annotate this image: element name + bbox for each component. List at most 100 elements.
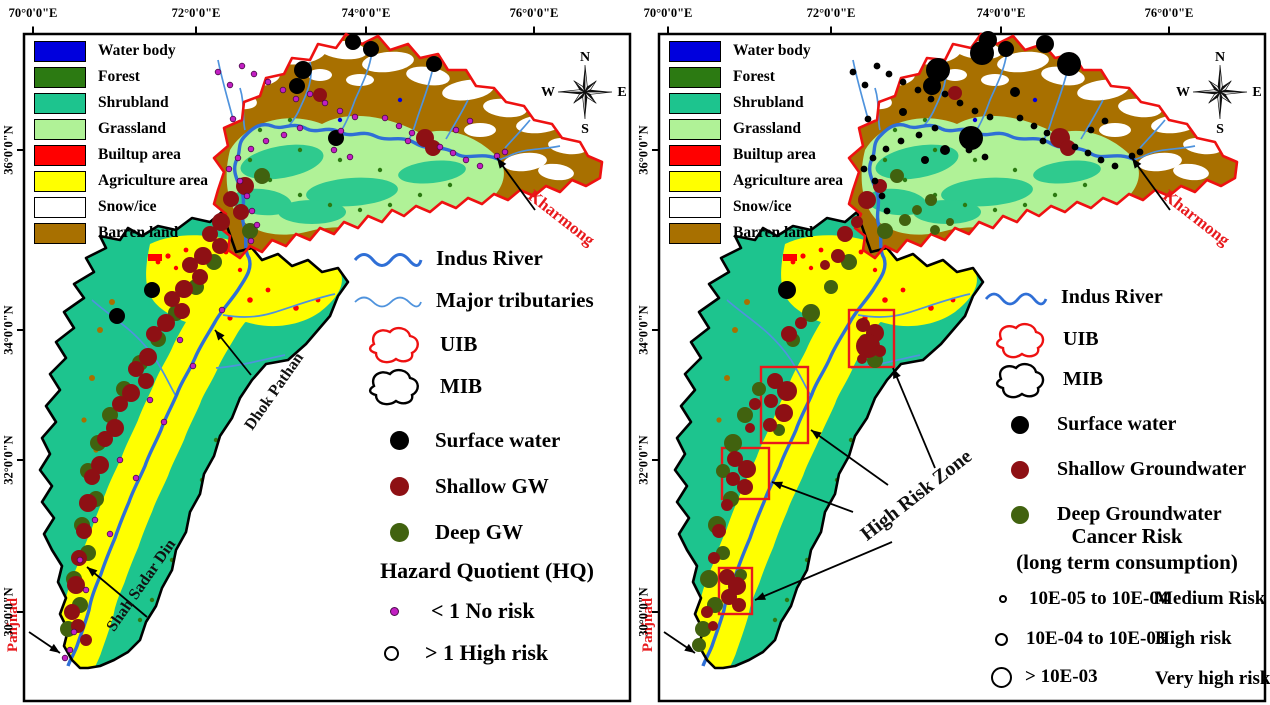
tiny-sample-point — [189, 362, 197, 370]
shallow-sample-point — [721, 499, 733, 511]
tiny-sample-point — [243, 192, 251, 200]
deep-sample-point — [737, 407, 753, 423]
tiny-sample-point — [346, 153, 354, 161]
shallow-sample-point — [182, 257, 198, 273]
legend-item-uib: UIB — [991, 318, 1099, 360]
shallow-sample-point — [146, 326, 162, 342]
shallow-sample-point — [856, 318, 870, 332]
shallow-sample-point — [795, 317, 807, 329]
legend-item-shallow-groundwater: Shallow Groundwater — [1011, 458, 1246, 481]
tiny-sample-point — [321, 99, 329, 107]
tiny-sample-point — [436, 143, 444, 151]
arrowhead — [215, 330, 225, 341]
tiny-sample-point — [250, 70, 258, 78]
landcover-swatch — [34, 92, 86, 114]
latitude-label: 30°0'0"N — [636, 587, 651, 637]
compass-point — [558, 92, 585, 95]
legend-label: Shallow GW — [435, 474, 549, 498]
landcover-label: Shrubland — [98, 94, 169, 111]
shallow-sample-point — [738, 460, 756, 478]
tiny-sample-point — [70, 628, 78, 636]
annotation-arrow — [810, 429, 889, 486]
annotation-arrow — [892, 367, 936, 469]
tiny-sample-point — [279, 86, 287, 94]
tiny-sample-point — [306, 90, 314, 98]
shallow-gw-dot — [1011, 460, 1029, 479]
tiny-sample-point — [1016, 114, 1024, 122]
tiny-sample-point — [931, 124, 939, 132]
legend-item-indus-river: Indus River — [983, 286, 1163, 309]
shallow-sample-point — [128, 361, 144, 377]
uib-outline-icon — [368, 326, 419, 364]
compass-letter-S: S — [581, 122, 589, 137]
shallow-sample-point — [84, 469, 100, 485]
indus-river-icon — [353, 252, 423, 267]
shallow-sample-point — [106, 419, 124, 437]
latitude-label: 36°0'0"N — [1, 125, 16, 175]
surface-sample-point — [345, 34, 361, 50]
annotation-arrow — [496, 157, 536, 211]
landcover-swatch — [669, 222, 721, 244]
tiny-sample-point — [218, 306, 226, 314]
shallow-sample-point — [732, 598, 746, 612]
shallow-sample-point — [97, 431, 113, 447]
surface-sample-point — [926, 58, 950, 82]
landcover-swatch — [34, 196, 86, 218]
longitude-label: 70°0'0"E — [8, 6, 58, 20]
tiny-sample-point — [381, 114, 389, 122]
legend-label: Indus River — [1061, 286, 1163, 308]
tiny-sample-point — [899, 78, 907, 86]
legend-item-surface-water: Surface water — [390, 428, 560, 453]
deep-sample-point — [899, 214, 911, 226]
shallow-sample-point — [874, 345, 886, 357]
tiny-sample-point — [337, 127, 345, 135]
surface-sample-point — [426, 56, 442, 72]
tiny-sample-point — [176, 336, 184, 344]
arrowhead — [87, 567, 98, 577]
tiny-sample-point — [860, 165, 868, 173]
shallow-sample-point — [79, 494, 97, 512]
landcover-legend-row: Grassland — [669, 116, 843, 142]
surface-sample-point — [778, 281, 796, 299]
cancer-risk-name-high: High risk — [1155, 628, 1232, 649]
shallow-sample-point — [831, 249, 845, 263]
tiny-sample-point — [1039, 137, 1047, 145]
legend-label: Surface water — [435, 428, 561, 452]
tiny-sample-point — [883, 207, 891, 215]
tiny-sample-point — [927, 95, 935, 103]
landcover-label: Builtup area — [733, 146, 816, 163]
tiny-sample-point — [501, 148, 509, 156]
latitude-label: 36°0'0"N — [636, 125, 651, 175]
surface-sample-point — [1036, 35, 1054, 53]
shallow-sample-point — [781, 326, 797, 342]
tiny-sample-point — [1101, 117, 1109, 125]
tiny-sample-point — [106, 530, 114, 538]
landcover-legend-row: Snow/ice — [669, 194, 843, 220]
tiny-sample-point — [132, 474, 140, 482]
shallow-sample-point — [164, 291, 180, 307]
longitude-label: 72°0'0"E — [806, 6, 856, 20]
shallow-gw-dot — [390, 477, 409, 496]
landcover-legend-row: Builtup area — [34, 142, 208, 168]
shallow-sample-point — [212, 238, 228, 254]
shallow-sample-point — [837, 226, 853, 242]
legend-item-high-risk: > 1 High risk — [384, 640, 548, 666]
tiny-sample-point — [466, 117, 474, 125]
cancer-risk-name-medium: Medium Risk — [1155, 588, 1266, 609]
annotation-arrow — [771, 481, 854, 513]
shallow-sample-point — [820, 260, 830, 270]
latitude-label: 34°0'0"N — [1, 305, 16, 355]
surface-sample-point — [998, 41, 1014, 57]
tiny-sample-point — [264, 78, 272, 86]
tiny-sample-point — [330, 146, 338, 154]
tiny-sample-point — [449, 149, 457, 157]
deep-sample-point — [254, 168, 270, 184]
shallow-sample-point — [749, 398, 761, 410]
landcover-swatch — [669, 66, 721, 88]
shallow-sample-point — [67, 576, 85, 594]
shallow-sample-point — [192, 269, 208, 285]
surface-water-dot — [390, 431, 409, 450]
tiny-sample-point — [247, 237, 255, 245]
cancer-risk-subheading: (long term consumption) — [1016, 550, 1238, 574]
